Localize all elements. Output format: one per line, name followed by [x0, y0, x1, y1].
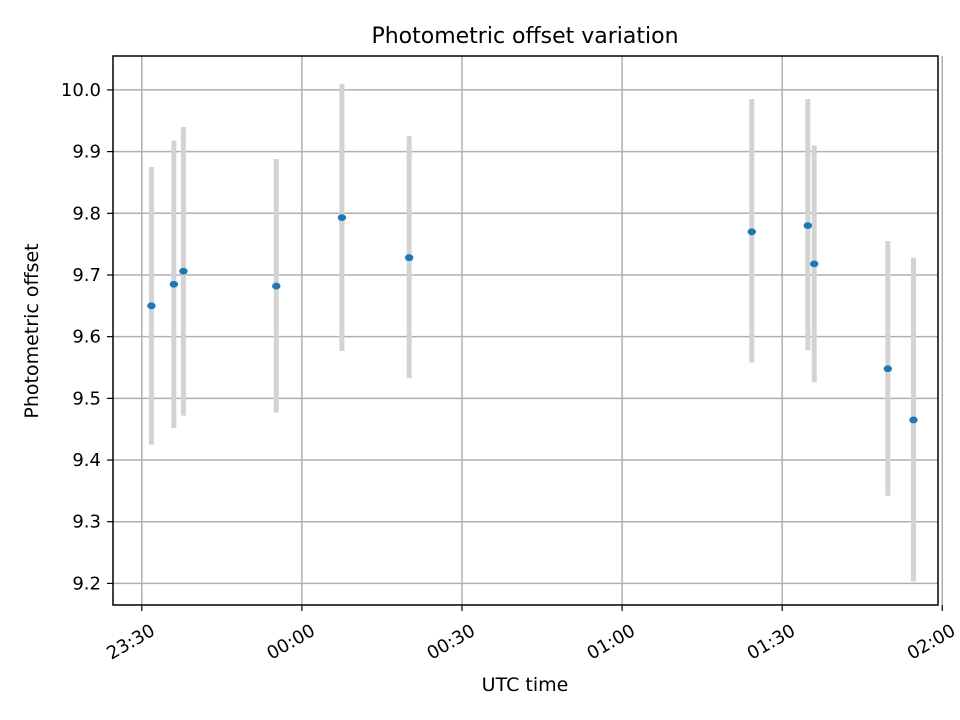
- data-point: [179, 267, 188, 275]
- x-tick-label: 01:30: [744, 620, 799, 664]
- data-point: [404, 254, 414, 262]
- x-tick-label: 23:30: [103, 620, 158, 664]
- x-tick-label: 00:30: [423, 620, 478, 664]
- x-tick-label: 00:00: [263, 620, 318, 664]
- data-point: [809, 260, 819, 268]
- y-tick-label: 9.9: [72, 142, 101, 163]
- y-tick-label: 9.2: [72, 573, 101, 594]
- data-points: [147, 214, 918, 424]
- y-tick-label: 9.3: [72, 512, 101, 533]
- x-tick-label: 02:00: [904, 620, 959, 664]
- y-tick-label: 9.5: [72, 388, 101, 409]
- data-point: [337, 214, 347, 222]
- data-point: [883, 365, 893, 373]
- data-point: [909, 416, 918, 424]
- error-bars: [148, 83, 916, 582]
- y-tick-label: 10.0: [61, 80, 101, 101]
- chart-title: Photometric offset variation: [371, 24, 678, 49]
- grid: [113, 56, 944, 605]
- data-point: [747, 228, 756, 236]
- y-tick-label: 9.6: [72, 327, 101, 348]
- x-axis-label: UTC time: [482, 674, 569, 696]
- y-axis-label: Photometric offset: [21, 243, 43, 418]
- data-point: [272, 282, 281, 290]
- y-tick-label: 9.4: [72, 450, 101, 471]
- data-point: [169, 280, 179, 288]
- data-point: [803, 222, 812, 230]
- axis-ticks: 9.2 9.3 9.4 9.5 9.6 9.7 9.8 9.9 10.0 23:30 00:00 00…: [61, 80, 959, 664]
- y-tick-label: 9.7: [72, 265, 101, 286]
- plot-frame: [112, 55, 939, 606]
- x-tick-label: 01:00: [584, 620, 639, 664]
- y-tick-label: 9.8: [72, 203, 101, 224]
- data-point: [147, 302, 156, 310]
